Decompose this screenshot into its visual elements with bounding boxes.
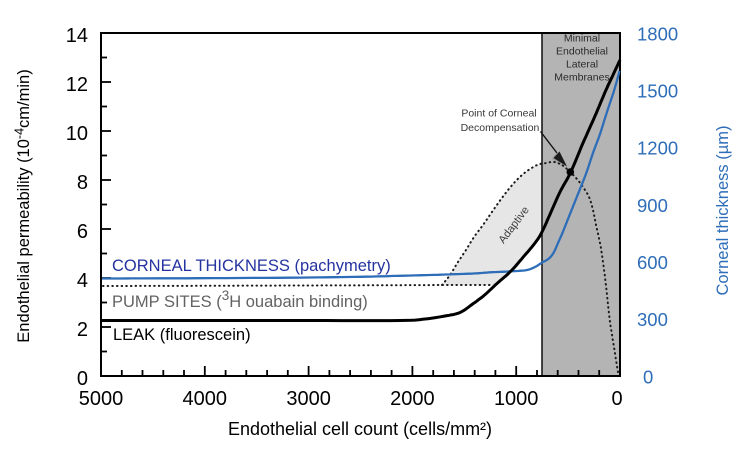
svg-text:0: 0 [77,368,88,390]
svg-text:10: 10 [66,123,88,145]
svg-text:3000: 3000 [286,388,331,410]
svg-text:PUMP SITES (3H ouabain binding: PUMP SITES (3H ouabain binding) [112,288,368,311]
svg-text:Point of Corneal: Point of Corneal [461,108,536,120]
svg-text:1800: 1800 [637,23,678,44]
svg-text:1000: 1000 [494,388,539,410]
svg-text:Corneal thickness (µm): Corneal thickness (µm) [714,126,732,296]
svg-text:Membranes: Membranes [554,72,609,84]
svg-text:0: 0 [611,388,622,410]
svg-text:Lateral: Lateral [566,59,598,71]
svg-text:4: 4 [77,270,88,292]
svg-text:Endothelial cell count (cells/: Endothelial cell count (cells/mm²) [228,419,492,439]
svg-text:6: 6 [77,221,88,243]
svg-text:12: 12 [66,74,88,96]
svg-text:5000: 5000 [79,388,124,410]
svg-text:600: 600 [637,252,668,273]
svg-text:0: 0 [643,366,653,387]
svg-text:300: 300 [637,309,668,330]
svg-text:1500: 1500 [637,81,678,102]
svg-text:14: 14 [66,25,88,47]
svg-text:2: 2 [77,319,88,341]
svg-text:CORNEAL THICKNESS (pachymetry): CORNEAL THICKNESS (pachymetry) [112,257,391,275]
svg-text:2000: 2000 [390,388,435,410]
svg-text:Endothelial: Endothelial [556,46,608,58]
svg-text:Decompensation: Decompensation [461,122,540,134]
svg-text:900: 900 [637,195,668,216]
svg-text:4000: 4000 [183,388,228,410]
svg-text:LEAK (fluorescein): LEAK (fluorescein) [113,326,251,344]
svg-text:1200: 1200 [637,138,678,159]
svg-text:8: 8 [77,172,88,194]
svg-text:Endothelial permeability (10-4: Endothelial permeability (10-4cm/min) [13,69,34,342]
svg-text:Minimal: Minimal [564,33,600,45]
